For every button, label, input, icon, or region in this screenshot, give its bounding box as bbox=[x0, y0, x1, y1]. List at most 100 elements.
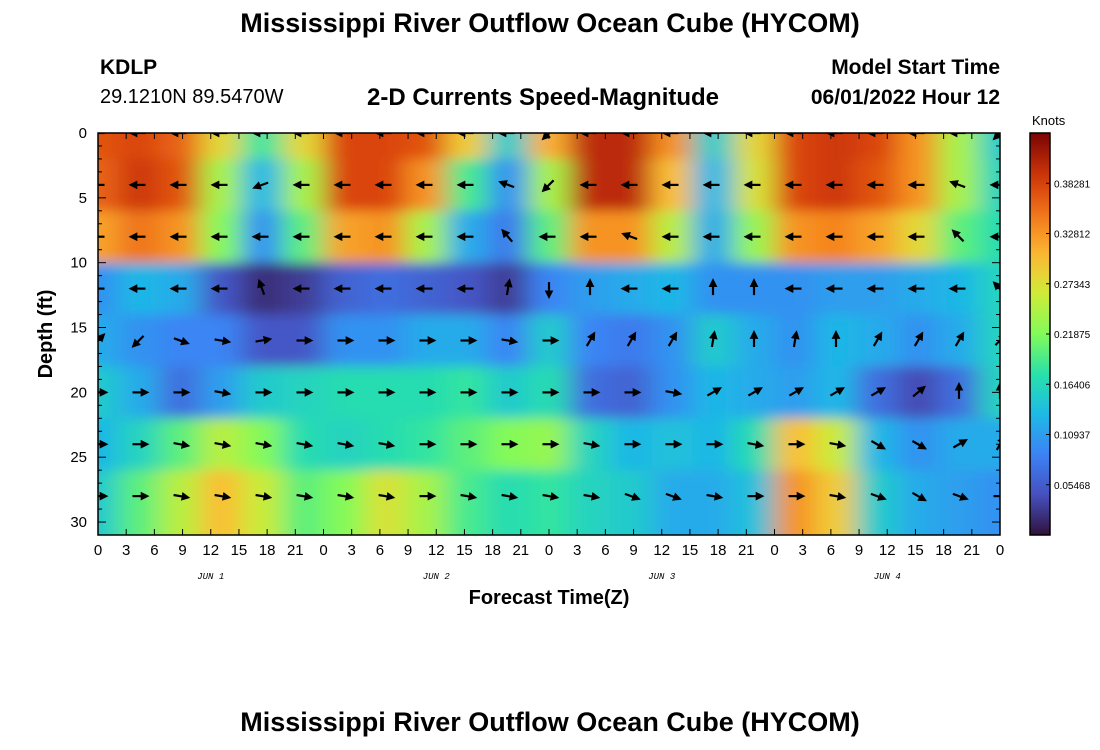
current-vector-arrow bbox=[952, 439, 969, 449]
y-tick-label: 15 bbox=[70, 320, 87, 337]
heat-cell bbox=[979, 418, 1000, 471]
current-vector-arrow bbox=[790, 330, 800, 348]
x-tick-label: 3 bbox=[573, 542, 581, 559]
current-vector-arrow bbox=[337, 492, 355, 501]
current-vector-arrow bbox=[913, 331, 924, 347]
current-vector-arrow bbox=[665, 388, 683, 397]
current-vector-arrow bbox=[870, 440, 887, 450]
current-vector-arrow bbox=[541, 133, 551, 141]
x-tick-label: 0 bbox=[319, 542, 327, 559]
current-vector-arrow bbox=[829, 492, 847, 501]
x-tick-label: 15 bbox=[907, 542, 924, 559]
heat-cell bbox=[774, 133, 817, 160]
current-vector-arrow bbox=[214, 440, 232, 449]
x-tick-label: 9 bbox=[855, 542, 863, 559]
current-vector-arrow bbox=[621, 232, 638, 241]
heat-cell bbox=[569, 133, 612, 160]
current-vector-arrow bbox=[173, 440, 191, 449]
x-tick-label: 12 bbox=[428, 542, 445, 559]
y-tick-label: 5 bbox=[79, 190, 87, 207]
current-vector-arrow bbox=[995, 435, 1000, 451]
current-vector-arrow bbox=[173, 492, 191, 501]
current-vector-arrow bbox=[788, 387, 805, 397]
heat-cell bbox=[815, 470, 858, 535]
heat-cell bbox=[98, 262, 120, 316]
heat-cell bbox=[364, 470, 407, 535]
heat-cell bbox=[733, 470, 776, 535]
colorbar-tick-label: 0.32812 bbox=[1054, 230, 1091, 241]
heat-cell bbox=[98, 470, 120, 535]
x-tick-label: 6 bbox=[376, 542, 384, 559]
current-vector-arrow bbox=[98, 333, 106, 343]
current-vector-arrow bbox=[747, 440, 765, 449]
current-vector-arrow bbox=[252, 181, 269, 190]
heat-cell bbox=[200, 133, 243, 160]
heat-cell bbox=[241, 133, 284, 160]
model-start-label: Model Start Time bbox=[831, 56, 1000, 79]
current-vector-arrow bbox=[173, 336, 190, 346]
heat-cell bbox=[651, 470, 694, 535]
current-vector-arrow bbox=[994, 333, 1000, 346]
current-vector-arrow bbox=[872, 331, 883, 347]
station-coordinates: 29.1210N 89.5470W bbox=[100, 86, 284, 108]
current-vector-arrow bbox=[706, 387, 723, 397]
colorbar-tick-label: 0.05468 bbox=[1054, 481, 1091, 492]
x-tick-label: 12 bbox=[653, 542, 670, 559]
x-tick-label: 3 bbox=[122, 542, 130, 559]
current-vector-arrow bbox=[501, 228, 514, 243]
heat-cell bbox=[118, 470, 161, 535]
station-id: KDLP bbox=[100, 56, 158, 79]
current-vectors bbox=[98, 133, 1000, 502]
next-chart-title: Mississippi River Outflow Ocean Cube (HY… bbox=[240, 707, 860, 737]
x-tick-label: 15 bbox=[231, 542, 248, 559]
current-vector-arrow bbox=[337, 440, 355, 449]
current-vector-arrow bbox=[626, 331, 637, 347]
current-vector-arrow bbox=[498, 180, 515, 189]
heat-cell bbox=[897, 133, 940, 160]
heat-cell bbox=[98, 210, 120, 264]
current-vector-arrow bbox=[541, 179, 555, 193]
heat-cell bbox=[610, 470, 653, 535]
current-vector-arrow bbox=[214, 388, 232, 397]
x-tick-label: 15 bbox=[456, 542, 473, 559]
heat-cell bbox=[610, 133, 653, 160]
current-vector-arrow bbox=[296, 440, 314, 449]
current-vector-arrow bbox=[708, 330, 718, 348]
current-vector-arrow bbox=[951, 229, 965, 243]
model-start-time: 06/01/2022 Hour 12 bbox=[810, 86, 1000, 109]
current-vector-arrow bbox=[583, 440, 601, 449]
heat-cell bbox=[200, 470, 243, 535]
x-tick-label: 18 bbox=[935, 542, 952, 559]
heat-cell bbox=[405, 133, 448, 160]
current-vector-arrow bbox=[378, 492, 396, 501]
y-axis-title: Depth (ft) bbox=[35, 290, 57, 379]
current-vector-arrow bbox=[912, 385, 927, 398]
day-label: JUN 1 bbox=[197, 572, 224, 582]
current-vector-arrow bbox=[501, 336, 519, 346]
current-vector-arrow bbox=[460, 492, 478, 501]
x-tick-label: 9 bbox=[629, 542, 637, 559]
x-tick-label: 21 bbox=[512, 542, 529, 559]
heat-cell bbox=[241, 470, 284, 535]
current-vector-arrow bbox=[911, 491, 928, 502]
current-vector-arrow bbox=[501, 492, 519, 501]
heat-cell bbox=[323, 470, 366, 535]
heat-cell bbox=[897, 470, 940, 535]
current-vector-arrow bbox=[954, 331, 965, 347]
x-tick-label: 0 bbox=[545, 542, 553, 559]
x-tick-label: 3 bbox=[799, 542, 807, 559]
current-vector-arrow bbox=[131, 335, 145, 348]
x-tick-label: 18 bbox=[259, 542, 276, 559]
heat-cell bbox=[282, 470, 325, 535]
current-vector-arrow bbox=[829, 387, 846, 397]
current-vector-arrow bbox=[255, 335, 273, 345]
x-tick-label: 21 bbox=[287, 542, 304, 559]
x-tick-label: 12 bbox=[202, 542, 219, 559]
colorbar-tick-label: 0.27343 bbox=[1054, 280, 1091, 291]
x-tick-label: 6 bbox=[601, 542, 609, 559]
current-vector-arrow bbox=[257, 278, 266, 296]
colorbar-title: Knots bbox=[1032, 113, 1066, 128]
x-axis-title: Forecast Time(Z) bbox=[469, 587, 630, 609]
heat-cell bbox=[405, 470, 448, 535]
current-vector-arrow bbox=[378, 440, 396, 449]
